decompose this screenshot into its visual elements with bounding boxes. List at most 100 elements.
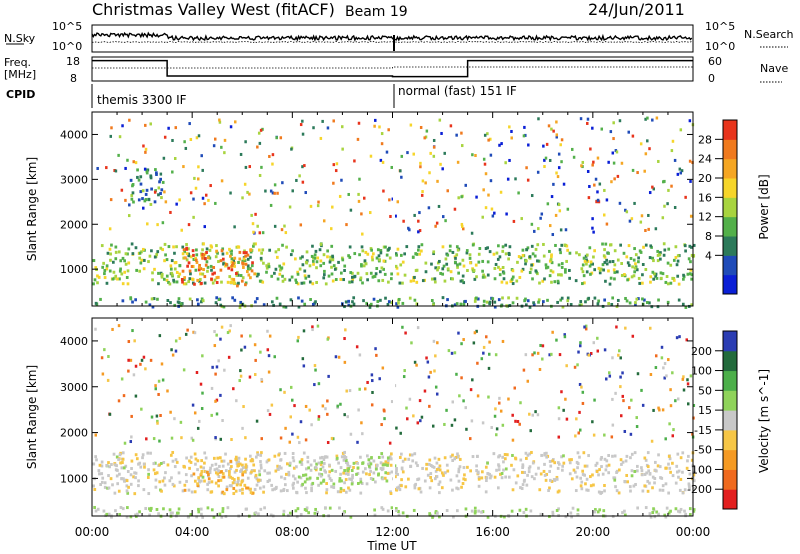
data-cell xyxy=(148,303,152,307)
data-cell xyxy=(630,275,634,279)
data-cell xyxy=(334,278,338,282)
data-cell xyxy=(310,489,313,493)
data-cell xyxy=(172,484,176,488)
data-cell xyxy=(462,466,466,470)
data-cell xyxy=(309,468,313,472)
data-cell xyxy=(666,300,670,304)
data-cell xyxy=(526,178,530,182)
data-cell xyxy=(684,305,688,309)
data-cell xyxy=(251,491,254,495)
data-cell xyxy=(476,470,480,474)
data-cell xyxy=(386,509,390,513)
data-cell xyxy=(656,259,660,263)
data-cell xyxy=(262,490,265,494)
data-cell xyxy=(228,329,231,333)
data-cell xyxy=(681,302,685,306)
data-cell xyxy=(203,275,207,279)
data-cell xyxy=(605,459,609,463)
data-cell xyxy=(296,339,300,343)
data-cell xyxy=(543,165,546,169)
data-cell xyxy=(581,263,585,267)
data-cell xyxy=(145,437,148,441)
data-cell xyxy=(224,264,227,268)
data-cell xyxy=(304,404,308,408)
data-cell xyxy=(298,174,301,178)
nsearch-label: N.Search xyxy=(744,28,794,41)
data-cell xyxy=(165,274,169,278)
data-cell xyxy=(260,379,264,383)
data-cell xyxy=(330,468,334,472)
data-cell xyxy=(187,261,191,265)
data-cell xyxy=(597,299,600,303)
data-cell xyxy=(332,485,336,489)
data-cell xyxy=(469,388,473,392)
data-cell xyxy=(566,248,569,252)
data-cell xyxy=(616,174,620,178)
data-cell xyxy=(165,278,169,282)
data-cell xyxy=(236,273,240,277)
data-cell xyxy=(279,436,283,440)
data-cell xyxy=(244,281,248,285)
data-cell xyxy=(397,297,401,301)
data-cell xyxy=(424,135,428,139)
data-cell xyxy=(233,264,236,268)
data-cell xyxy=(284,305,288,309)
data-cell xyxy=(582,274,586,278)
data-cell xyxy=(646,116,649,120)
data-cell xyxy=(322,276,326,280)
data-cell xyxy=(114,509,117,513)
data-cell xyxy=(232,387,235,391)
data-cell xyxy=(337,355,341,359)
data-cell xyxy=(446,469,450,473)
data-cell xyxy=(666,282,670,286)
data-cell xyxy=(648,512,652,516)
data-cell xyxy=(574,489,578,493)
data-cell xyxy=(215,276,219,280)
data-cell xyxy=(250,468,254,472)
data-cell xyxy=(626,261,630,265)
data-cell xyxy=(100,464,104,468)
data-cell xyxy=(275,485,278,489)
data-cell xyxy=(202,242,205,246)
data-cell xyxy=(207,198,210,202)
data-cell xyxy=(377,254,381,258)
data-cell xyxy=(436,511,439,515)
data-cell xyxy=(416,421,420,425)
data-cell xyxy=(603,457,607,461)
data-cell xyxy=(482,299,486,303)
data-cell xyxy=(241,259,245,263)
data-cell xyxy=(455,245,459,249)
data-cell xyxy=(164,471,167,475)
data-cell xyxy=(435,392,439,396)
data-cell xyxy=(536,259,539,263)
data-cell xyxy=(156,297,159,301)
data-cell xyxy=(99,483,102,487)
data-cell xyxy=(597,200,601,204)
data-cell xyxy=(118,269,122,273)
data-cell xyxy=(428,512,432,516)
data-cell xyxy=(351,473,354,477)
data-cell xyxy=(531,461,535,465)
data-cell xyxy=(471,153,474,157)
data-cell xyxy=(498,273,502,277)
data-cell xyxy=(633,247,636,251)
data-cell xyxy=(628,485,632,489)
data-cell xyxy=(153,255,157,259)
data-cell xyxy=(349,432,353,436)
data-cell xyxy=(589,484,593,488)
data-cell xyxy=(420,243,424,247)
data-cell xyxy=(399,263,403,267)
data-cell xyxy=(556,466,560,470)
data-cell xyxy=(624,326,627,330)
data-cell xyxy=(358,387,361,391)
data-cell xyxy=(511,413,514,417)
data-cell xyxy=(652,507,655,511)
data-cell xyxy=(611,296,615,300)
data-cell xyxy=(288,278,292,282)
data-cell xyxy=(552,182,555,186)
data-cell xyxy=(651,185,654,189)
data-cell xyxy=(377,455,381,459)
data-cell xyxy=(491,214,495,218)
data-cell xyxy=(587,196,591,200)
data-cell xyxy=(382,267,385,271)
